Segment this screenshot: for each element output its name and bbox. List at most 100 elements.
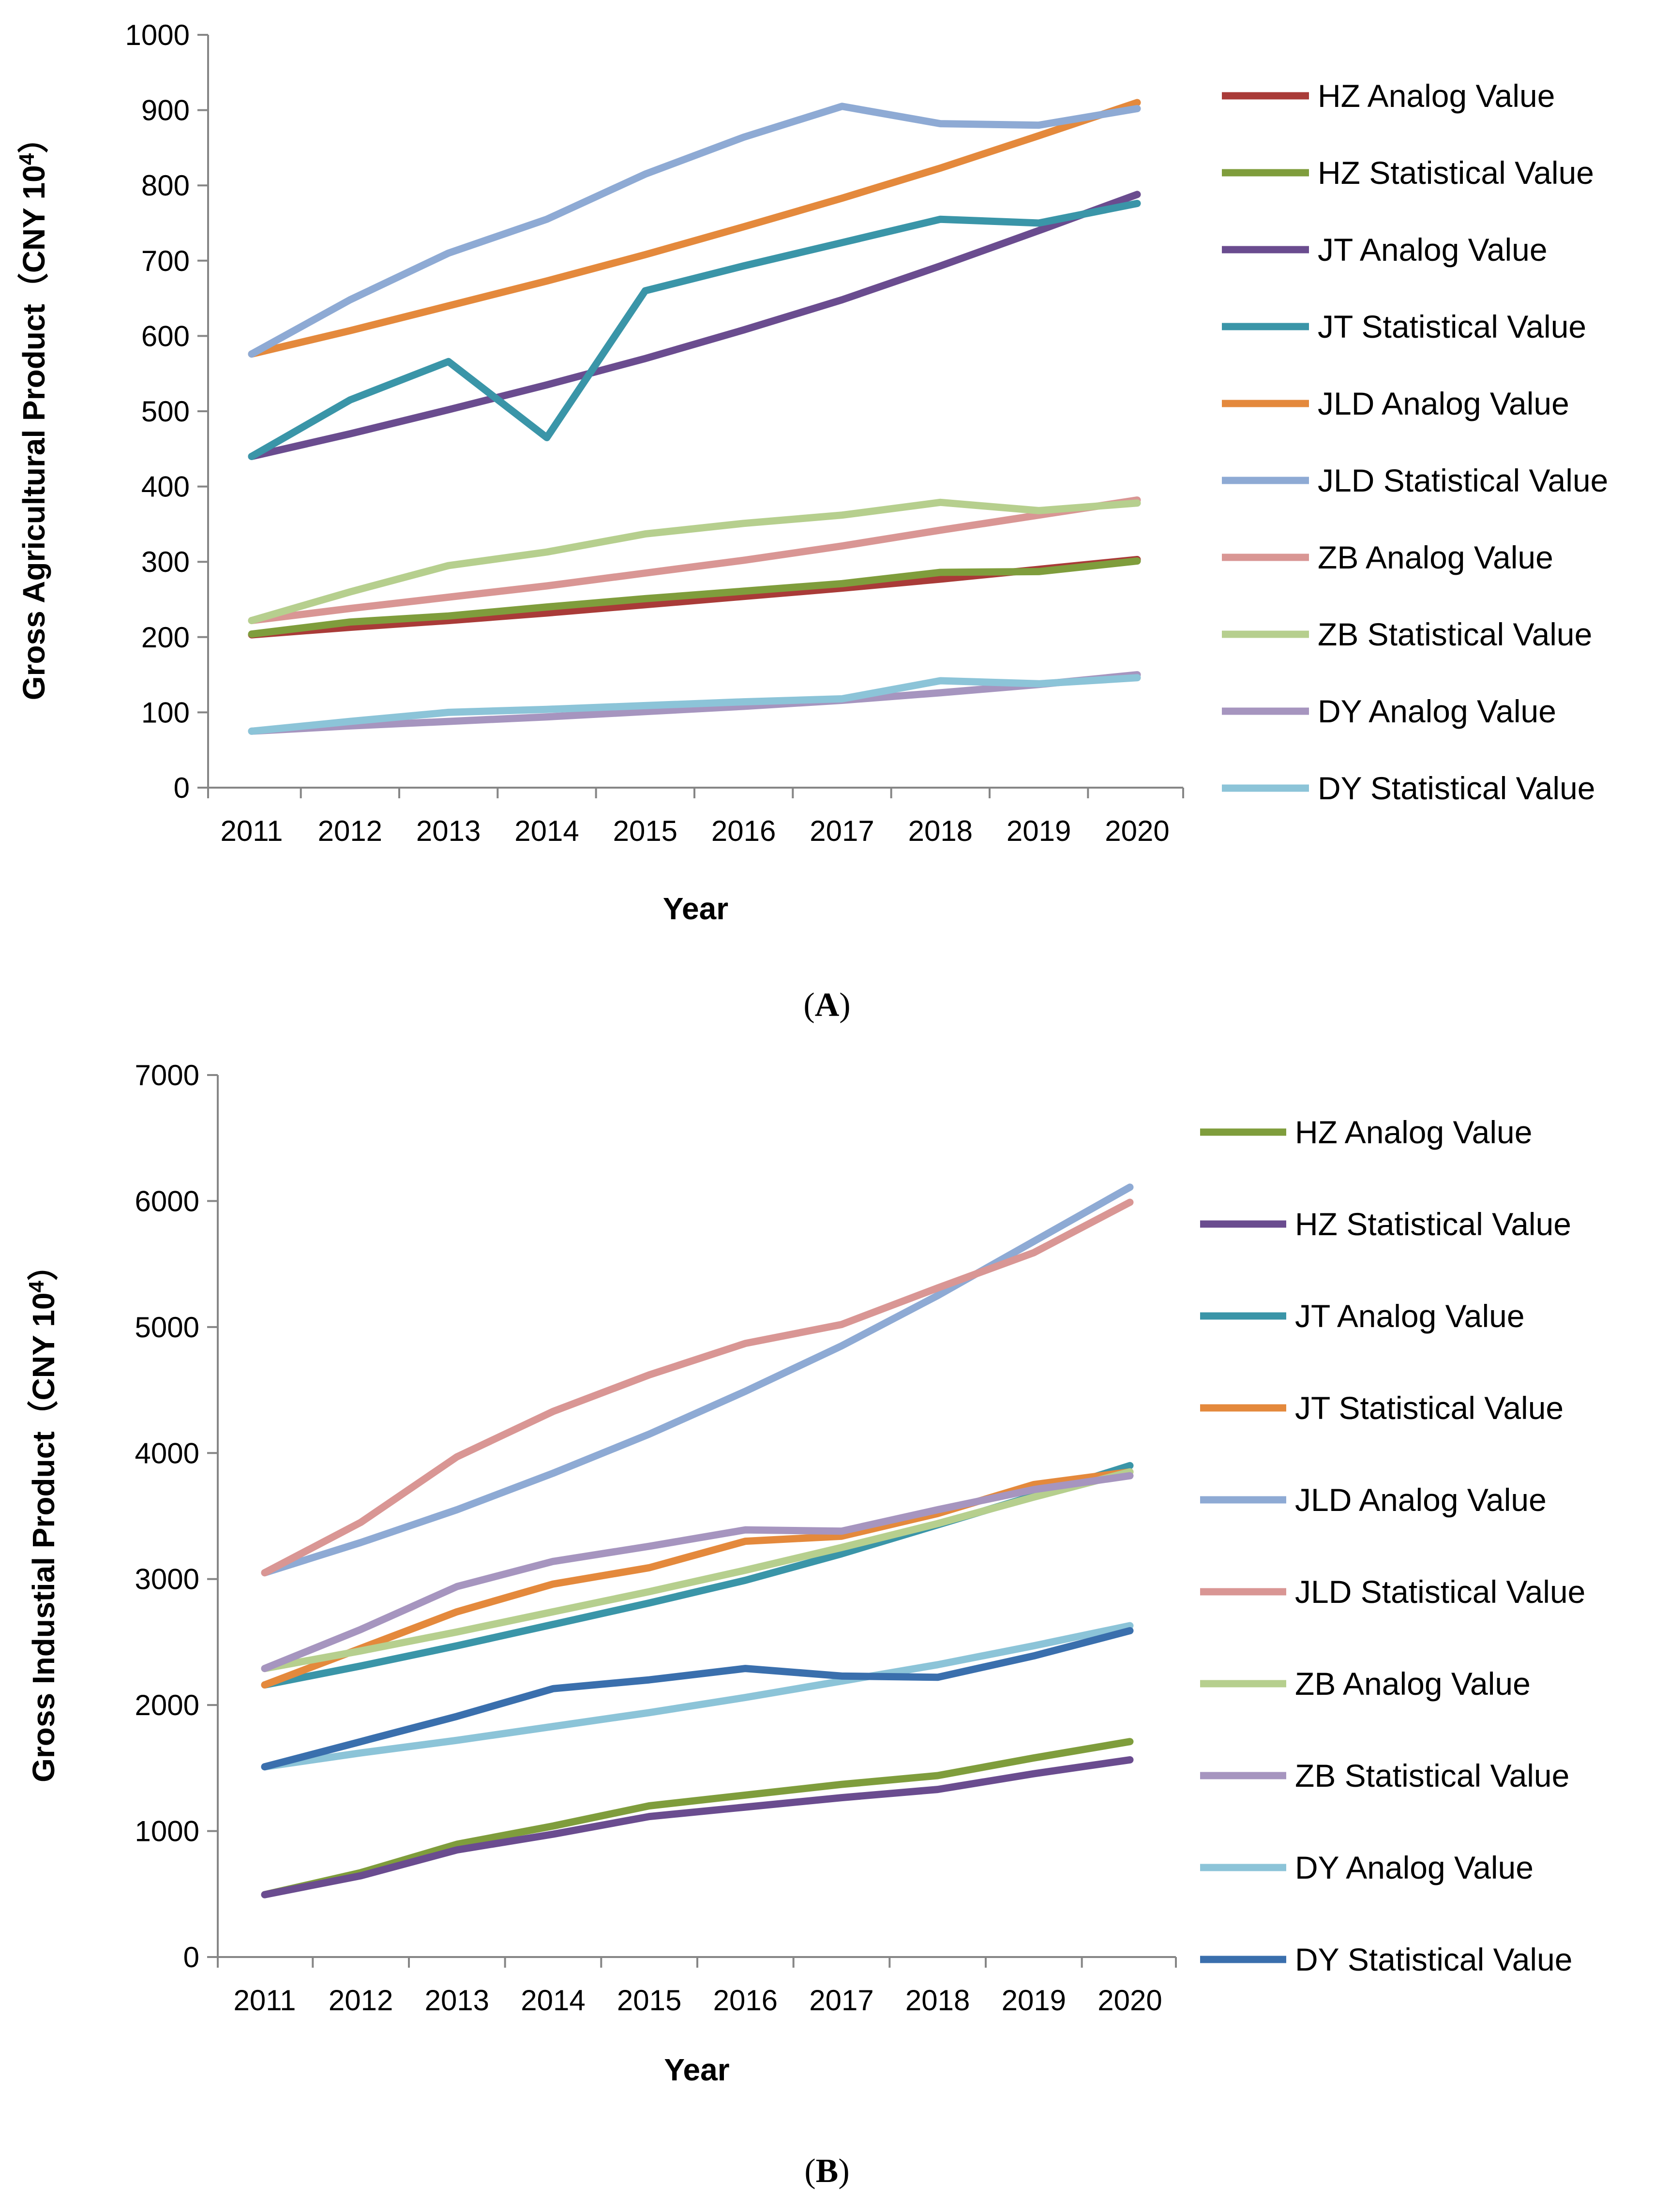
chart-b-x-tick-label: 2020 — [1098, 1984, 1162, 2017]
chart-b-y-tick-label: 7000 — [135, 1059, 199, 1091]
chart-a-series-line — [248, 99, 1141, 358]
chart-a-legend-item: ZB Analog Value — [1222, 539, 1553, 575]
chart-b-legend-item: JT Analog Value — [1200, 1298, 1525, 1334]
chart-b-y-axis-title-sup: 4 — [25, 1281, 48, 1293]
chart-a-series-line — [248, 496, 1141, 625]
chart-a-y-axis-title: Gross Agricultural Product（CNY 104） — [15, 122, 51, 701]
chart-a-legend-label: ZB Statistical Value — [1318, 616, 1592, 652]
chart-b-legend-label: JT Analog Value — [1295, 1298, 1525, 1334]
chart-b-y-tick-label: 2000 — [135, 1689, 199, 1721]
chart-b-y-tick-label: 6000 — [135, 1185, 199, 1217]
chart-b-x-tick-label: 2013 — [425, 1984, 489, 2017]
chart-b-legend-item: JLD Statistical Value — [1200, 1574, 1585, 1610]
chart-a-legend: HZ Analog Value HZ Statistical Value JT An… — [1222, 78, 1608, 806]
chart-b-x-tick-label: 2017 — [809, 1984, 873, 2017]
chart-a-x-tick-label: 2012 — [318, 815, 382, 847]
chart-b-legend-item: DY Analog Value — [1200, 1850, 1534, 1885]
chart-b-y-tick-label: 4000 — [135, 1437, 199, 1469]
chart-a-series-line — [248, 103, 1141, 358]
chart-b-series-line — [261, 1622, 1134, 1771]
chart-a-y-tick-label: 0 — [174, 772, 190, 804]
chart-a-y-ticks: 0 100 200 300 400 500 600 700 800 900 1000 — [125, 19, 208, 804]
chart-b-x-tick-label: 2015 — [617, 1984, 681, 2017]
chart-a-legend-label: JLD Statistical Value — [1318, 463, 1608, 498]
chart-b-panel-label: (B) — [804, 2152, 849, 2190]
chart-b-series-line — [261, 1198, 1134, 1577]
chart-b-x-axis-title: Year — [664, 2052, 729, 2087]
chart-a-series-line — [248, 674, 1141, 735]
chart-a-y-tick-label: 100 — [141, 696, 190, 729]
chart-b-legend-label: HZ Statistical Value — [1295, 1206, 1571, 1242]
chart-a-y-tick-label: 600 — [141, 320, 190, 352]
chart-a-legend-label: JT Statistical Value — [1318, 309, 1586, 344]
chart-b-legend-item: DY Statistical Value — [1200, 1942, 1573, 1977]
chart-b-legend-label: ZB Analog Value — [1295, 1666, 1531, 1702]
chart-a-x-ticks: 2011 2012 2013 2014 2015 2016 2017 2018 2019 2020 — [207, 788, 1184, 847]
chart-a-x-tick-label: 2018 — [908, 815, 973, 847]
chart-a-x-tick-label: 2020 — [1105, 815, 1169, 847]
chart-b-y-tick-label: 3000 — [135, 1563, 199, 1596]
chart-b-legend-label: DY Analog Value — [1295, 1850, 1534, 1885]
chart-a-series-line — [248, 498, 1141, 625]
chart-a-legend-item: DY Statistical Value — [1222, 770, 1595, 806]
chart-a-y-axis-title-main: Gross Agricultural Product（CNY 10 — [16, 165, 51, 700]
chart-b-y-tick-label: 1000 — [135, 1815, 199, 1848]
chart-a-x-tick-label: 2013 — [416, 815, 481, 847]
chart-a-x-tick-label: 2011 — [220, 815, 283, 847]
chart-b-legend-item: JT Statistical Value — [1200, 1390, 1564, 1426]
chart-b-legend-item: ZB Statistical Value — [1200, 1758, 1569, 1794]
chart-a-y-tick-label: 200 — [141, 621, 190, 654]
chart-a-y-axis-title-close: ） — [16, 122, 51, 153]
chart-b-x-tick-label: 2011 — [233, 1984, 296, 2017]
chart-b-x-tick-label: 2014 — [521, 1984, 585, 2017]
chart-a-y-tick-label: 400 — [141, 471, 190, 503]
chart-b-y-axis-title-main: Gross Industial Product（CNY 10 — [26, 1293, 61, 1782]
chart-a-y-tick-label: 900 — [141, 94, 190, 127]
chart-b-x-tick-label: 2016 — [713, 1984, 778, 2017]
chart-b-series-lines — [261, 1183, 1134, 1898]
chart-b-y-axis-title: Gross Industial Product（CNY 104） — [25, 1250, 61, 1782]
chart-b-legend-item: HZ Analog Value — [1200, 1114, 1532, 1150]
chart-a-x-tick-label: 2017 — [810, 815, 874, 847]
chart-a-panel-label: (A) — [803, 986, 850, 1024]
chart-a-y-tick-label: 800 — [141, 169, 190, 202]
chart-a-y-tick-label: 500 — [141, 395, 190, 428]
chart-b-legend-label: JT Statistical Value — [1295, 1390, 1564, 1426]
chart-b-series-line — [261, 1627, 1134, 1771]
chart-a-legend-item: JLD Statistical Value — [1222, 463, 1608, 498]
chart-a-x-tick-label: 2016 — [711, 815, 776, 847]
chart-b-series-line — [261, 1468, 1134, 1673]
chart-b-x-tick-label: 2019 — [1002, 1984, 1066, 2017]
chart-a-x-tick-label: 2015 — [613, 815, 677, 847]
chart-b-y-tick-label: 0 — [183, 1941, 199, 1973]
chart-a-y-tick-label: 700 — [141, 245, 190, 277]
chart-a-legend-label: JT Analog Value — [1318, 232, 1548, 268]
chart-b-x-ticks: 2011 2012 2013 2014 2015 2016 2017 2018 2019 2020 — [217, 1957, 1177, 2017]
chart-a-legend-label: ZB Analog Value — [1318, 539, 1553, 575]
chart-a-legend-item: JT Analog Value — [1222, 232, 1548, 268]
chart-b-y-axis-title-close: ） — [26, 1250, 61, 1281]
chart-b-legend-item: HZ Statistical Value — [1200, 1206, 1571, 1242]
chart-b-x-tick-label: 2012 — [329, 1984, 393, 2017]
chart-a-legend-item: DY Analog Value — [1222, 693, 1556, 729]
chart-b-x-tick-label: 2018 — [905, 1984, 970, 2017]
chart-b-legend-label: HZ Analog Value — [1295, 1114, 1532, 1150]
chart-b-legend-label: DY Statistical Value — [1295, 1942, 1573, 1977]
chart-a-legend-item: HZ Analog Value — [1222, 78, 1555, 114]
chart-a-legend-item: HZ Statistical Value — [1222, 155, 1594, 191]
chart-b-legend-label: JLD Analog Value — [1295, 1482, 1547, 1518]
chart-a-x-tick-label: 2019 — [1007, 815, 1071, 847]
chart-b-legend-item: ZB Analog Value — [1200, 1666, 1531, 1702]
chart-a-legend-item: JLD Analog Value — [1222, 386, 1569, 421]
chart-b-legend-item: JLD Analog Value — [1200, 1482, 1547, 1518]
chart-a-y-axis-title-sup: 4 — [15, 153, 39, 165]
chart-b-y-tick-label: 5000 — [135, 1311, 199, 1344]
chart-b-series-line — [261, 1756, 1134, 1898]
chart-a-y-tick-label: 1000 — [125, 19, 190, 51]
chart-b-series-line — [261, 1472, 1134, 1673]
chart-a-x-axis-title: Year — [663, 891, 728, 926]
chart-a-legend-item: ZB Statistical Value — [1222, 616, 1592, 652]
chart-b-series-line — [261, 1183, 1134, 1577]
chart-a-legend-label: HZ Analog Value — [1318, 78, 1555, 114]
